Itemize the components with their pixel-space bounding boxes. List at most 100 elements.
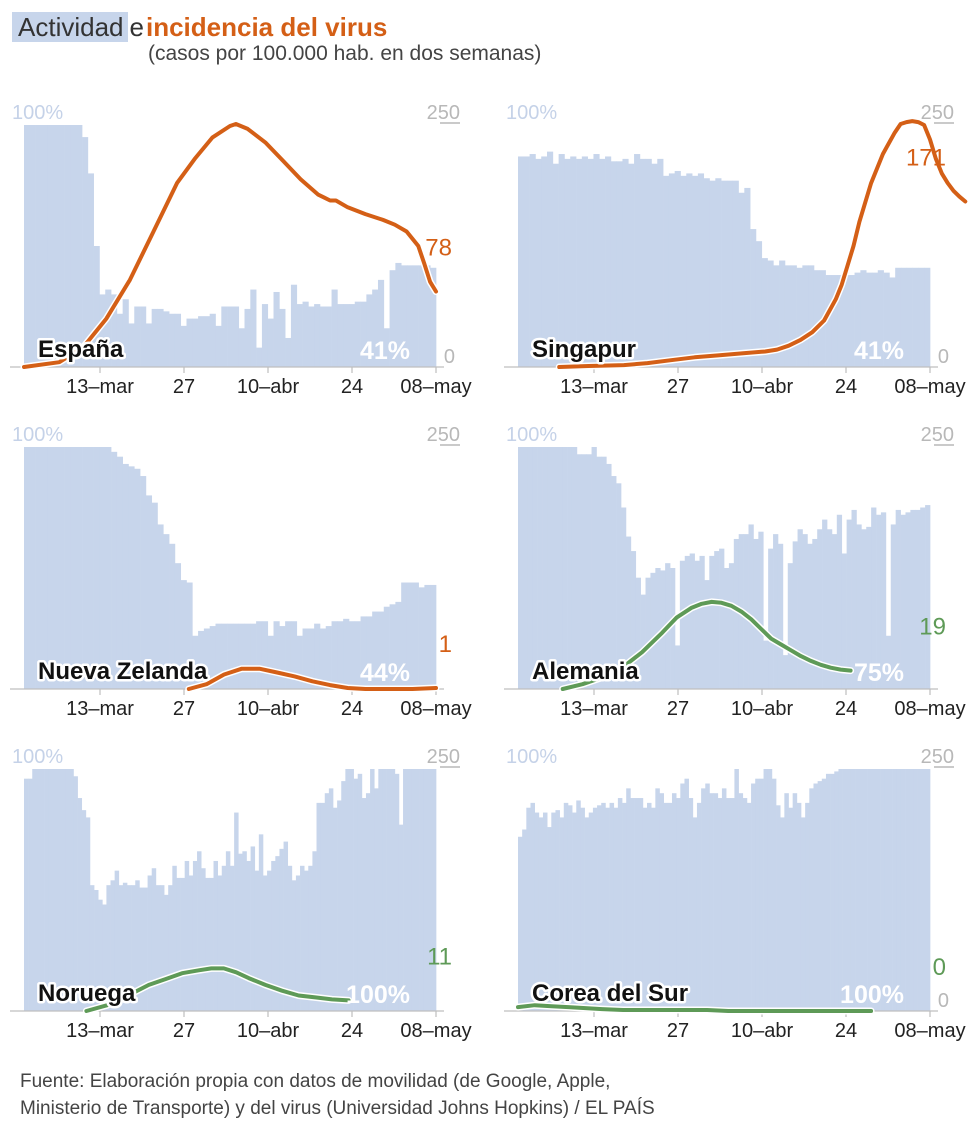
activity-bar [780,817,785,1011]
activity-bar [360,301,367,367]
activity-bar [809,788,814,1011]
activity-bar [430,267,437,367]
right-axis-max-label: 250 [921,102,954,124]
activity-bar [256,621,263,689]
activity-bar [184,860,190,1011]
activity-bar [197,851,202,1011]
activity-bar [572,812,577,1011]
activity-bar [151,502,158,689]
activity-bar [314,304,321,367]
activity-bar [547,151,554,367]
activity-bar [419,769,424,1011]
activity-bar [726,180,734,367]
activity-bar [221,306,228,367]
activity-bar [205,877,210,1011]
activity-bar [880,769,885,1011]
activity-bar [773,265,780,367]
activity-bar [796,802,802,1011]
activity-bar [555,810,560,1011]
activity-bar [262,875,268,1011]
activity-bar [348,621,356,689]
activity-bar [896,769,902,1011]
activity-bar [302,628,309,689]
activity-bar [430,584,437,689]
activity-bar [116,313,123,367]
activity-bar [717,798,723,1011]
activity-bar [337,304,344,367]
activity-bars [24,125,437,367]
activity-bar [838,769,843,1011]
activity-bar [295,875,301,1011]
activity-bar [866,526,872,689]
activity-bar [796,267,803,367]
activity-bar [314,623,321,689]
activity-bar [558,154,565,367]
activity-bar [35,447,42,689]
activity-bar [411,769,416,1011]
activity-bar [366,616,373,689]
activity-bar [744,187,751,367]
source-note: Fuente: Elaboración propia con datos de … [20,1068,655,1122]
activity-bar [111,294,118,367]
x-tick-label: 10–abr [237,698,300,720]
activity-bar [813,270,821,367]
activity-bar [254,870,260,1011]
activity-bar [871,507,877,689]
activity-bar [114,870,120,1011]
x-tick-label: 24 [835,698,857,720]
activity-bar [787,563,794,689]
activity-bar [719,548,725,689]
activity-bar [291,880,297,1011]
activity-bar [279,308,286,367]
activity-bar [357,773,363,1011]
x-tick-label: 08–may [400,1020,471,1042]
activity-bar [58,125,65,367]
activity-bar [562,447,568,689]
activity-bar [830,773,835,1011]
activity-bar [866,272,873,367]
activity-bar [638,798,644,1011]
activity-bar [680,783,685,1011]
activity-bar [159,885,165,1011]
activity-bar [813,783,818,1011]
activity-bar [320,802,326,1011]
activity-bar [671,793,677,1011]
right-axis-max-label: 250 [921,746,954,768]
activity-bar [172,865,177,1011]
activity-bar [659,793,664,1011]
activity-bar [134,468,141,689]
activity-bar [518,156,525,367]
chart-svg: 13–mar 27 10–abr 24 08–may 100% 250 0 78 41% Españ… [10,102,472,398]
activity-bar [905,769,910,1011]
source-line-1: Fuente: Elaboración propia con datos de … [20,1071,611,1092]
activity-bar [82,137,89,367]
activity-bar [82,447,89,689]
activity-bar [581,454,588,689]
x-tick-label: 27 [667,1020,689,1042]
activity-bar [871,769,877,1011]
activity-bar [273,291,280,367]
activity-bar [250,623,257,689]
x-tick-label: 08–may [894,376,965,398]
incidence-end-label: 1 [439,631,452,658]
activity-bar [47,125,54,367]
activity-bar [244,308,251,367]
activity-bar [353,778,359,1011]
activity-bar [390,769,396,1011]
activity-bar [912,267,919,367]
activity-bar [110,880,115,1011]
activity-bar [541,156,548,367]
activity-bar [599,158,606,367]
right-axis-max-label: 250 [427,746,460,768]
activity-bar [751,783,756,1011]
activity-bar [817,781,823,1011]
x-tick-label: 24 [835,1020,857,1042]
activity-bar [645,577,651,689]
activity-bar [876,514,882,689]
activity-bar [733,538,740,689]
activity-bar [128,466,135,689]
activity-bar [625,536,632,689]
activity-bar [343,304,350,367]
country-label: Nueva Zelanda [38,658,208,685]
activity-bar [302,301,309,367]
